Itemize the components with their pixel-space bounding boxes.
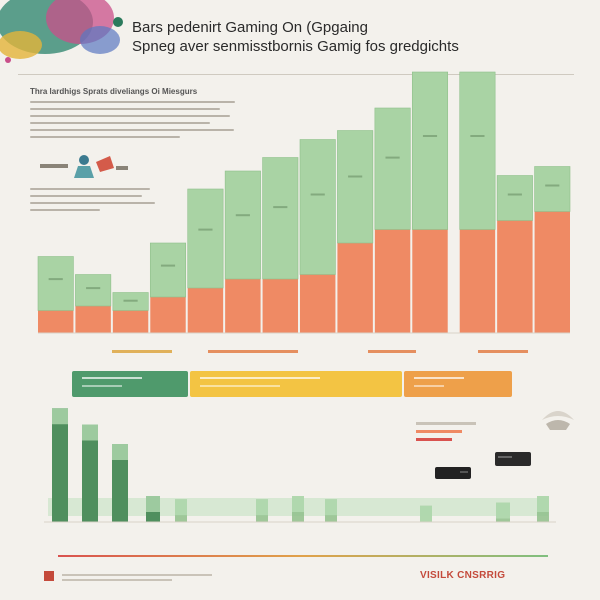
console-device-icon	[435, 467, 471, 479]
bar-label-mark-8	[310, 193, 325, 196]
bar-segment-lower-5	[187, 288, 224, 333]
bar-segment-upper-12	[459, 71, 496, 230]
paint-splash-icon	[0, 0, 123, 63]
bottom-bar-cap-4	[146, 496, 160, 512]
footer-divider	[58, 555, 548, 557]
bar-segment-lower-13	[497, 220, 533, 333]
title-line-2: Spneg aver senmisstbornis Gamig fos gred…	[132, 38, 459, 55]
bottom-bar-cap-1	[52, 408, 68, 425]
bar-segment-upper-14	[534, 166, 571, 212]
bar-segment-upper-6	[224, 170, 261, 280]
bar-segment-upper-7	[262, 157, 299, 280]
bar-label-mark-7	[273, 206, 288, 209]
bar-segment-lower-6	[225, 279, 261, 333]
bar-segment-lower-10	[374, 229, 411, 333]
bar-label-mark-10	[385, 156, 400, 159]
secondary-text-block	[30, 188, 160, 216]
yellow-banner	[190, 371, 402, 397]
bottom-bar-cap-7	[292, 496, 304, 512]
bar-label-mark-1	[48, 278, 63, 281]
title-line-1: Bars pedenirt Gaming On (Gpgaing	[132, 19, 368, 36]
bar-segment-lower-12	[459, 229, 496, 333]
amber-banner	[404, 371, 512, 397]
bar-label-mark-9	[348, 175, 363, 178]
bar-segment-lower-9	[337, 243, 373, 333]
bar-segment-lower-2	[75, 306, 111, 333]
bar-segment-lower-7	[262, 279, 298, 333]
footer-marker	[44, 571, 54, 581]
bar-segment-upper-4	[149, 242, 187, 298]
bottom-bar-cap-2	[82, 424, 98, 441]
bar-label-mark-11	[422, 135, 438, 137]
bar-segment-lower-8	[300, 274, 336, 333]
bar-label-mark-3	[123, 299, 138, 302]
bottom-bar-cap-6	[256, 499, 268, 516]
bar-label-mark-2	[86, 287, 101, 290]
bottom-bar-cap-9	[420, 505, 432, 522]
bottom-bar-3	[112, 444, 128, 522]
bar-segment-upper-1	[37, 256, 74, 311]
bottom-bar-2	[82, 424, 98, 522]
controller-icon	[495, 452, 531, 466]
bar-segment-lower-14	[534, 211, 570, 333]
top-chart-caption-3	[368, 350, 416, 353]
bar-label-mark-13	[507, 193, 522, 196]
bar-segment-upper-2	[75, 274, 112, 307]
bottom-bar-cap-8	[325, 499, 337, 516]
green-banner	[72, 371, 188, 397]
footer-brand: VISILK CNSRRIG	[420, 570, 506, 581]
bar-segment-lower-1	[38, 310, 74, 333]
gamer-figure-icon	[40, 155, 128, 178]
chart-title: Bars pedenirt Gaming On (Gpgaing Spneg a…	[132, 18, 572, 56]
bar-segment-lower-4	[150, 297, 186, 333]
bar-label-mark-14	[545, 184, 560, 187]
header-divider	[18, 74, 574, 75]
bar-label-mark-12	[470, 135, 485, 137]
bottom-bar-cap-10	[496, 502, 510, 519]
bar-segment-upper-8	[299, 139, 336, 275]
bar-segment-upper-5	[187, 188, 224, 289]
bottom-bar-cap-5	[175, 499, 187, 516]
bar-segment-lower-3	[112, 310, 149, 333]
intro-heading: Thra lardhigs Sprats diveliangs Oi Miesg…	[30, 87, 198, 96]
ribbon-icon	[542, 411, 574, 430]
bar-segment-upper-13	[496, 175, 533, 221]
top-chart-caption-1	[112, 350, 172, 353]
bottom-bar-cap-3	[112, 444, 128, 460]
bar-label-mark-6	[235, 214, 250, 217]
bar-segment-lower-11	[412, 229, 448, 333]
top-stacked-bar-chart	[37, 71, 571, 353]
legend-list	[416, 422, 476, 441]
top-chart-caption-2	[208, 350, 298, 353]
bar-segment-upper-10	[374, 107, 411, 230]
bottom-bar-cap-11	[537, 496, 549, 512]
footer-text	[62, 574, 212, 584]
bar-label-mark-4	[160, 264, 176, 267]
bar-label-mark-5	[198, 228, 213, 231]
bottom-bar-1	[52, 408, 68, 522]
intro-text-block	[30, 101, 240, 143]
bar-segment-upper-11	[411, 71, 449, 230]
top-chart-caption-4	[478, 350, 528, 353]
bar-segment-upper-9	[337, 130, 374, 244]
